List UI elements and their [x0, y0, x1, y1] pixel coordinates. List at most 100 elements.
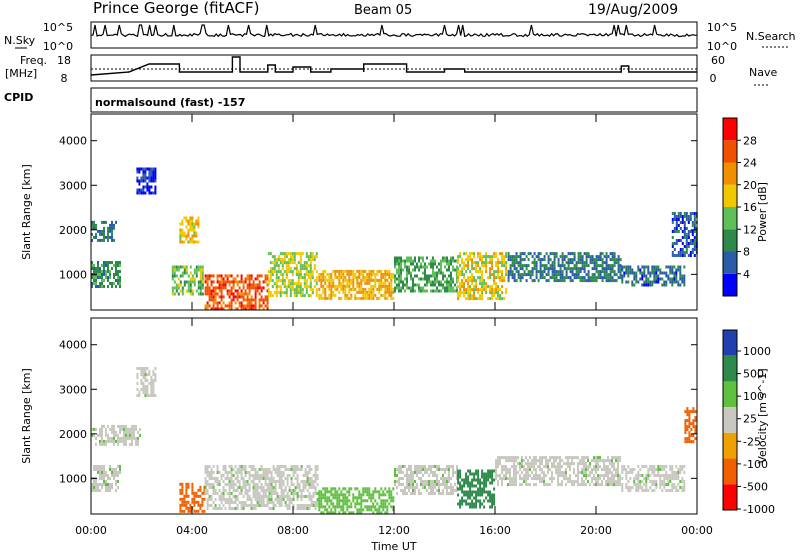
heat-cell: [481, 487, 484, 491]
heat-cell: [408, 474, 410, 477]
heat-cell: [206, 480, 209, 483]
heat-cell: [603, 477, 605, 481]
heat-cell: [252, 486, 255, 489]
heat-cell: [456, 489, 458, 492]
heat-cell: [179, 222, 182, 226]
heat-cell: [334, 272, 337, 276]
heat-cell: [412, 277, 414, 281]
heat-cell: [563, 471, 565, 475]
heat-cell: [360, 508, 363, 512]
heat-cell: [270, 507, 273, 510]
heat-cell: [483, 484, 486, 488]
heat-cell: [400, 483, 402, 486]
heat-cell: [577, 471, 579, 475]
heat-cell: [386, 499, 389, 503]
heat-cell: [467, 490, 470, 494]
heat-cell: [469, 481, 472, 485]
heat-cell: [422, 289, 424, 293]
heat-cell: [103, 477, 105, 480]
heat-cell: [533, 261, 536, 265]
heat-cell: [585, 483, 587, 487]
heat-cell: [515, 258, 518, 262]
heat-cell: [248, 280, 251, 284]
heat-cell: [450, 477, 452, 480]
heat-cell: [101, 424, 103, 428]
heat-cell: [629, 468, 632, 471]
heat-cell: [299, 267, 302, 271]
heat-cell: [473, 288, 476, 292]
heat-cell: [603, 273, 606, 277]
heat-cell: [356, 508, 359, 512]
scatter-region-1: [91, 424, 141, 446]
heat-cell: [479, 499, 482, 503]
heat-cell: [148, 185, 151, 189]
heat-cell: [515, 456, 517, 460]
heat-cell: [386, 296, 389, 300]
heat-cell: [481, 279, 484, 283]
heat-cell: [352, 499, 355, 503]
heat-cell: [686, 425, 689, 429]
heat-cell: [477, 276, 480, 280]
heat-cell: [183, 240, 186, 244]
heat-cell: [414, 480, 416, 483]
heat-cell: [303, 294, 306, 298]
heat-cell: [254, 283, 257, 287]
heat-cell: [595, 261, 598, 265]
heat-cell: [683, 251, 686, 254]
heat-cell: [338, 269, 341, 273]
heat-cell: [485, 267, 488, 271]
heat-cell: [256, 277, 259, 281]
heat-cell: [228, 301, 231, 305]
heat-cell: [446, 483, 448, 486]
heat-cell: [309, 285, 312, 289]
heat-cell: [226, 498, 229, 501]
heat-cell: [663, 465, 666, 468]
heat-cell: [99, 489, 101, 492]
heat-cell: [388, 287, 391, 291]
heat-cell: [483, 472, 486, 476]
heat-cell: [647, 471, 650, 474]
heat-cell: [551, 465, 553, 469]
heat-cell: [386, 505, 389, 509]
heat-cell: [185, 237, 188, 241]
heat-cell: [489, 481, 492, 485]
heat-cell: [91, 226, 93, 230]
heat-cell: [579, 276, 582, 280]
heat-cell: [376, 502, 379, 506]
heat-cell: [615, 261, 618, 265]
heat-cell: [298, 507, 301, 510]
heat-cell: [210, 298, 213, 302]
heat-cell: [432, 289, 434, 293]
heat-cell: [382, 272, 385, 276]
heat-cell: [302, 507, 305, 510]
heat-cell: [142, 167, 145, 171]
heat-cell: [471, 481, 474, 485]
heat-cell: [228, 489, 231, 492]
heat-cell: [301, 288, 304, 292]
heat-cell: [442, 277, 444, 281]
heat-cell: [477, 261, 480, 265]
heat-cell: [463, 484, 466, 488]
heat-cell: [555, 459, 557, 463]
heat-cell: [619, 477, 621, 481]
heat-cell: [477, 481, 480, 485]
heat-cell: [238, 468, 241, 471]
heat-cell: [187, 228, 190, 232]
heat-cell: [189, 271, 192, 275]
heat-cell: [214, 289, 217, 293]
heat-cell: [479, 478, 482, 482]
heat-cell: [208, 289, 211, 293]
heat-cell: [525, 279, 528, 283]
heat-cell: [136, 167, 139, 171]
heat-cell: [152, 176, 155, 180]
heat-cell: [111, 430, 113, 434]
heat-cell: [631, 471, 634, 474]
heat-cell: [270, 489, 273, 492]
heat-cell: [446, 489, 448, 492]
heat-cell: [599, 474, 601, 478]
heat-cell: [299, 270, 302, 274]
heat-cell: [210, 274, 213, 278]
heat-cell: [501, 477, 503, 481]
heat-cell: [314, 489, 317, 492]
heat-cell: [438, 486, 440, 489]
